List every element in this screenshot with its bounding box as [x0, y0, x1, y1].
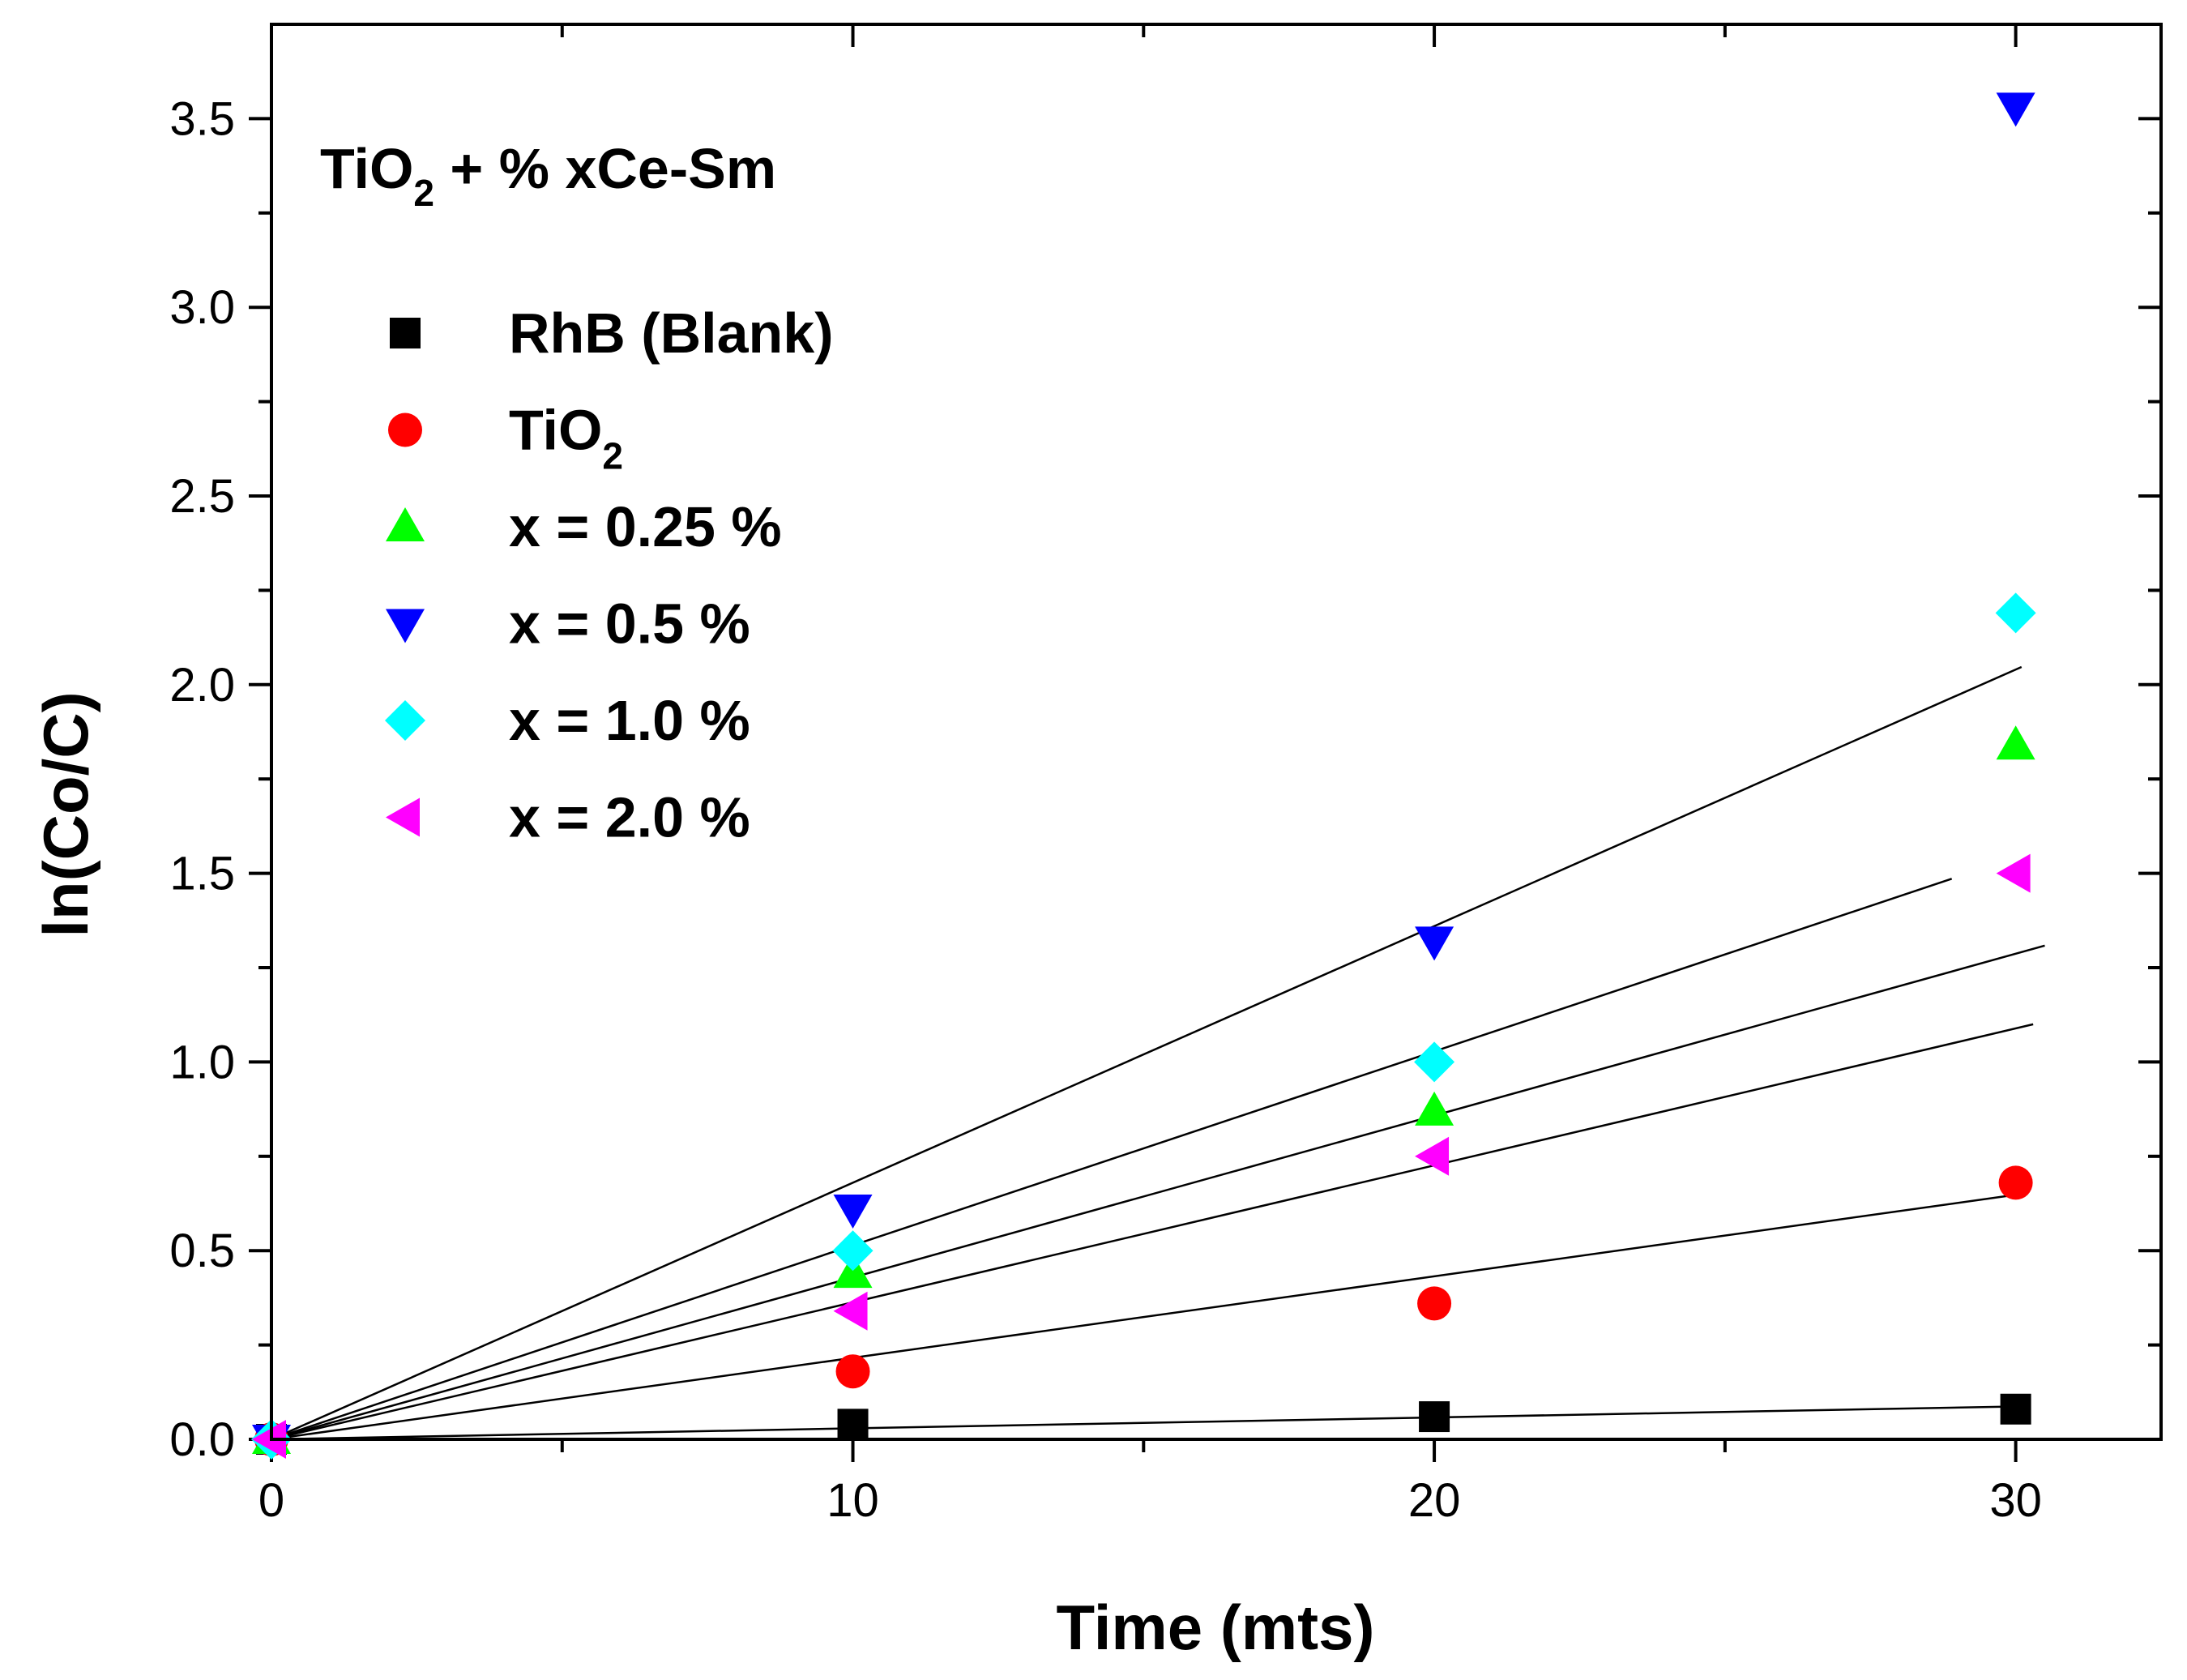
legend-label: x = 1.0 %: [509, 689, 750, 752]
fit-line: [271, 944, 2045, 1441]
y-tick-label: 1.5: [169, 848, 235, 900]
chart-annotation: TiO2 + % xCe-Sm: [320, 137, 776, 214]
x-tick-label: 20: [1408, 1474, 1461, 1527]
fit-line: [271, 878, 1953, 1441]
fit-line: [271, 1192, 2028, 1441]
y-tick-label: 3.0: [169, 281, 235, 334]
data-point: [833, 1194, 873, 1229]
data-point: [1998, 1165, 2033, 1200]
legend-marker: [386, 797, 420, 837]
fit-lines: [271, 665, 2045, 1441]
data-point: [837, 1409, 869, 1440]
data-point: [252, 1420, 286, 1459]
fit-line: [271, 1023, 2034, 1441]
data-markers: [251, 92, 2036, 1460]
legend-marker: [385, 700, 425, 741]
y-axis-title: ln(Co/C): [30, 691, 101, 937]
axes-ticks: 0 10 20 30 0.0 0.5 1.0 1.5 2.0 2.5 3.0 3.5: [169, 24, 2161, 1527]
legend-label: TiO2: [509, 399, 623, 477]
y-tick-label: 2.5: [169, 470, 235, 523]
y-tick-label: 0.5: [169, 1225, 235, 1277]
plot-frame: [270, 23, 2163, 1441]
y-tick-label: 2.0: [169, 659, 235, 712]
x-tick-label: 0: [258, 1474, 284, 1527]
x-axis-title: Time (mts): [1057, 1592, 1375, 1663]
legend-marker: [386, 507, 425, 541]
legend-marker: [386, 609, 425, 643]
annotation-main: TiO: [320, 137, 413, 200]
fit-line: [271, 665, 2023, 1441]
y-tick-label: 1.0: [169, 1036, 235, 1088]
data-point: [2000, 1393, 2031, 1425]
legend: RhB (Blank) TiO2 x = 0.25 % x = 0.5 % x = 1.…: [385, 301, 834, 849]
data-point: [1996, 92, 2035, 127]
data-point: [1417, 1286, 1452, 1321]
y-tick-label: 3.5: [169, 92, 235, 145]
legend-label: RhB (Blank): [509, 301, 834, 365]
legend-marker: [390, 318, 421, 348]
legend-label: x = 2.0 %: [509, 786, 750, 849]
legend-marker: [388, 413, 422, 447]
y-tick-label: 0.0: [169, 1413, 235, 1466]
data-point: [1415, 926, 1454, 961]
data-point: [1414, 1041, 1455, 1083]
data-point: [835, 1354, 870, 1389]
data-point: [1419, 1401, 1450, 1433]
legend-label: x = 0.5 %: [509, 592, 750, 656]
data-point: [832, 1230, 874, 1272]
data-point: [1995, 592, 2036, 634]
data-point: [1415, 1136, 1450, 1176]
annotation-sub: 2: [413, 172, 434, 214]
legend-label: x = 0.25 %: [509, 495, 782, 558]
annotation-rest: + % xCe-Sm: [434, 137, 776, 200]
data-point: [1996, 725, 2035, 760]
data-point: [833, 1291, 868, 1331]
data-point: [1415, 1091, 1454, 1126]
x-tick-label: 10: [827, 1474, 879, 1527]
data-point: [1996, 853, 2031, 893]
fit-line: [271, 1404, 2027, 1441]
x-tick-label: 30: [1989, 1474, 2042, 1527]
